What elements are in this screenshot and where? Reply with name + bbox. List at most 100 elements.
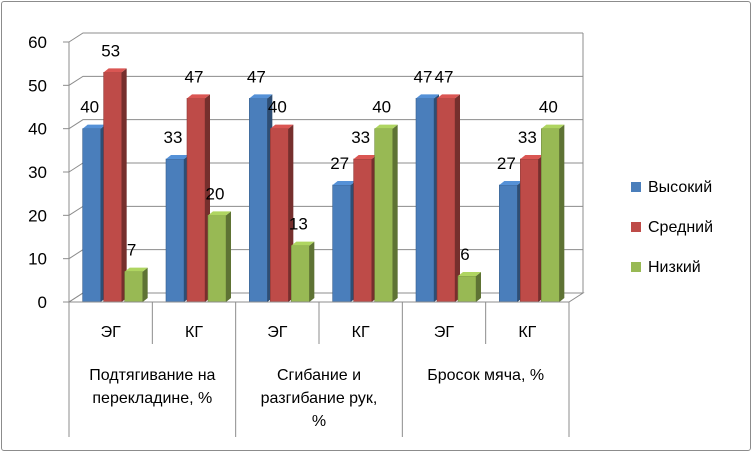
- category-label: КГ: [518, 324, 536, 341]
- y-tick-label: 50: [28, 76, 47, 95]
- category-label: ЭГ: [434, 324, 455, 341]
- bar-front: [103, 72, 122, 303]
- bar: [541, 124, 565, 303]
- bar-front: [291, 245, 310, 303]
- bar-top: [374, 124, 398, 129]
- y-tick-label: 30: [28, 163, 47, 182]
- bar-top: [458, 272, 481, 276]
- legend-swatch: [631, 182, 641, 192]
- data-label: 33: [518, 128, 537, 147]
- bar: [270, 124, 294, 303]
- bar-side: [142, 267, 148, 302]
- group-label: Сгибание и: [277, 367, 361, 384]
- category-axis: ЭГ КГ ЭГ КГ ЭГ КГ Подтягивание на перекладине, …: [68, 301, 570, 437]
- legend: Высокий Средний Низкий: [631, 179, 713, 276]
- bar-front: [332, 184, 351, 303]
- data-label: 20: [206, 184, 225, 203]
- bar-top: [520, 155, 544, 159]
- bar: [374, 124, 398, 303]
- bar-side: [559, 124, 565, 303]
- bar-front: [353, 158, 372, 303]
- bar-front: [415, 98, 435, 303]
- legend-label: Средний: [648, 219, 713, 236]
- bar-top: [187, 94, 210, 99]
- group-label: %: [312, 413, 326, 430]
- bar-side: [476, 272, 481, 302]
- y-tick-label: 20: [28, 206, 47, 225]
- data-label: 47: [435, 67, 454, 86]
- bar-side: [392, 124, 398, 303]
- data-label: 33: [351, 128, 370, 147]
- bar: [249, 94, 273, 303]
- data-label: 13: [289, 215, 308, 234]
- legend-label: Высокий: [648, 179, 712, 196]
- y-tick-label: 0: [38, 293, 47, 312]
- bar: [291, 241, 315, 303]
- bar: [124, 267, 148, 303]
- data-label: 27: [330, 154, 349, 173]
- gridline: [68, 119, 583, 130]
- bar: [353, 155, 377, 303]
- bar-top: [541, 124, 565, 129]
- bar-front: [436, 98, 456, 303]
- bars-group: [82, 68, 565, 303]
- category-label: ЭГ: [101, 324, 122, 341]
- bar-front: [207, 215, 227, 303]
- data-label: 53: [101, 41, 120, 60]
- bar-front: [82, 128, 101, 303]
- data-label: 6: [460, 245, 469, 264]
- legend-label: Низкий: [648, 259, 701, 276]
- data-label: 40: [268, 98, 287, 117]
- category-label: КГ: [352, 324, 370, 341]
- bar: [332, 181, 356, 303]
- data-label: 40: [539, 98, 558, 117]
- bar: [165, 155, 189, 303]
- data-label: 47: [247, 67, 266, 86]
- bar: [82, 124, 106, 303]
- bar-front: [249, 98, 268, 303]
- bar-front: [124, 271, 143, 303]
- bar-top: [208, 211, 231, 216]
- bar-front: [270, 128, 289, 303]
- bar-top: [332, 181, 356, 185]
- bar-front: [457, 275, 477, 303]
- data-label: 47: [414, 67, 433, 86]
- bar: [520, 155, 544, 303]
- bar-side: [455, 94, 460, 302]
- y-tick-label: 10: [28, 250, 47, 269]
- group-label: Бросок мяча, %: [427, 367, 544, 384]
- bar: [436, 94, 460, 303]
- bar-top: [82, 124, 106, 129]
- bar-top: [124, 267, 148, 272]
- data-label: 47: [185, 67, 204, 86]
- bar: [186, 94, 210, 303]
- data-label: 33: [164, 128, 183, 147]
- bar-front: [499, 184, 518, 303]
- legend-swatch: [631, 262, 641, 272]
- bar-top: [270, 124, 294, 129]
- data-label: 40: [372, 98, 391, 117]
- bar-top: [166, 155, 189, 159]
- bar-top: [291, 241, 315, 246]
- data-label: 7: [127, 241, 136, 260]
- y-tick-label: 40: [28, 120, 47, 139]
- bar-top: [353, 155, 377, 159]
- group-label: перекладине, %: [92, 390, 212, 407]
- bar-front: [541, 128, 560, 303]
- bar-front: [374, 128, 393, 303]
- data-label: 40: [80, 98, 99, 117]
- bar-side: [121, 68, 127, 302]
- bar-front: [165, 158, 185, 303]
- gridline: [68, 32, 583, 43]
- legend-swatch: [631, 222, 641, 232]
- bar-front: [186, 98, 206, 303]
- group-label: разгибание рук,: [261, 390, 378, 407]
- category-label: ЭГ: [267, 324, 288, 341]
- bar-top: [499, 181, 523, 185]
- y-tick-label: 60: [28, 33, 47, 52]
- bar: [415, 94, 439, 303]
- bar: [457, 272, 481, 303]
- bar-top: [103, 68, 127, 73]
